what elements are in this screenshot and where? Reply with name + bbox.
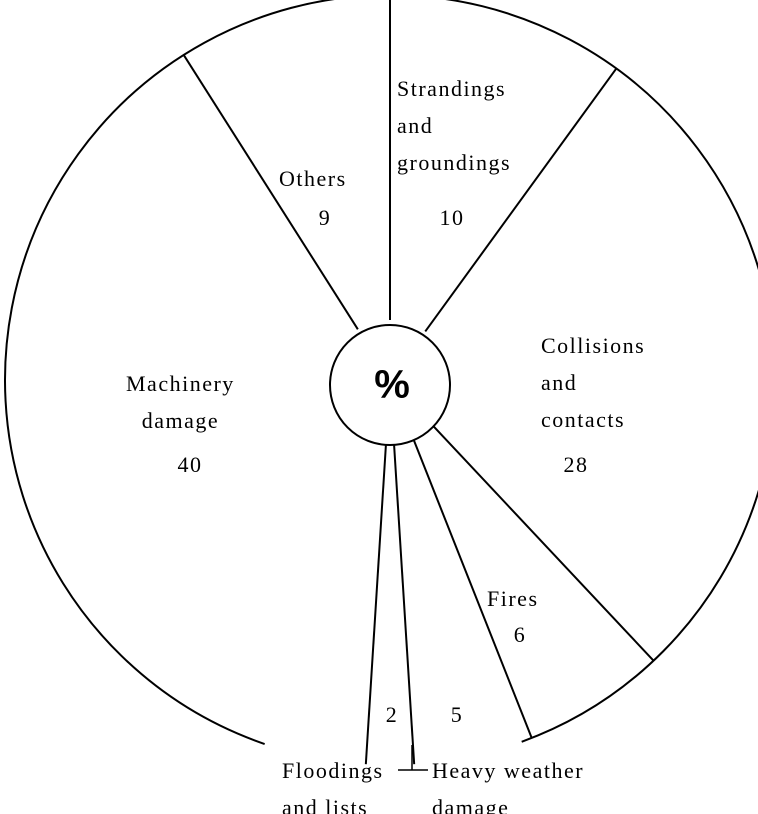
pie-slice <box>412 423 654 738</box>
slice-boundary <box>424 67 618 333</box>
slice-boundary <box>182 54 359 330</box>
center-circle <box>329 324 451 446</box>
slice-label: Collisions and contacts <box>541 333 646 432</box>
slice-boundary <box>430 423 655 662</box>
slice-label: Strandings and groundings <box>397 76 511 175</box>
slice-label: Fires <box>487 586 539 611</box>
pie-slice <box>4 54 387 765</box>
slice-label: Machinery damage <box>126 371 235 433</box>
slice-label: Floodings and lists <box>282 758 384 814</box>
pie-slice <box>183 0 390 330</box>
value-label: 5 <box>450 702 464 727</box>
slice-boundary <box>364 439 388 765</box>
pie-slice <box>425 68 758 661</box>
value-label: 28 <box>563 452 589 477</box>
slice-label: Others <box>279 166 347 191</box>
slice-boundary <box>411 435 533 739</box>
value-label: 2 <box>385 702 399 727</box>
label-connector <box>398 745 428 771</box>
pie-slice <box>393 435 532 765</box>
pie-slice <box>365 439 415 765</box>
slice-boundary <box>392 439 416 765</box>
center-label: % <box>374 362 410 407</box>
slice-label: Heavy weather damage <box>432 758 585 814</box>
outer-arc <box>4 0 758 745</box>
pie-slice <box>390 0 617 332</box>
value-label: 6 <box>513 622 527 647</box>
value-label: 40 <box>177 452 203 477</box>
value-label: 10 <box>439 205 465 230</box>
value-label: 9 <box>318 205 332 230</box>
